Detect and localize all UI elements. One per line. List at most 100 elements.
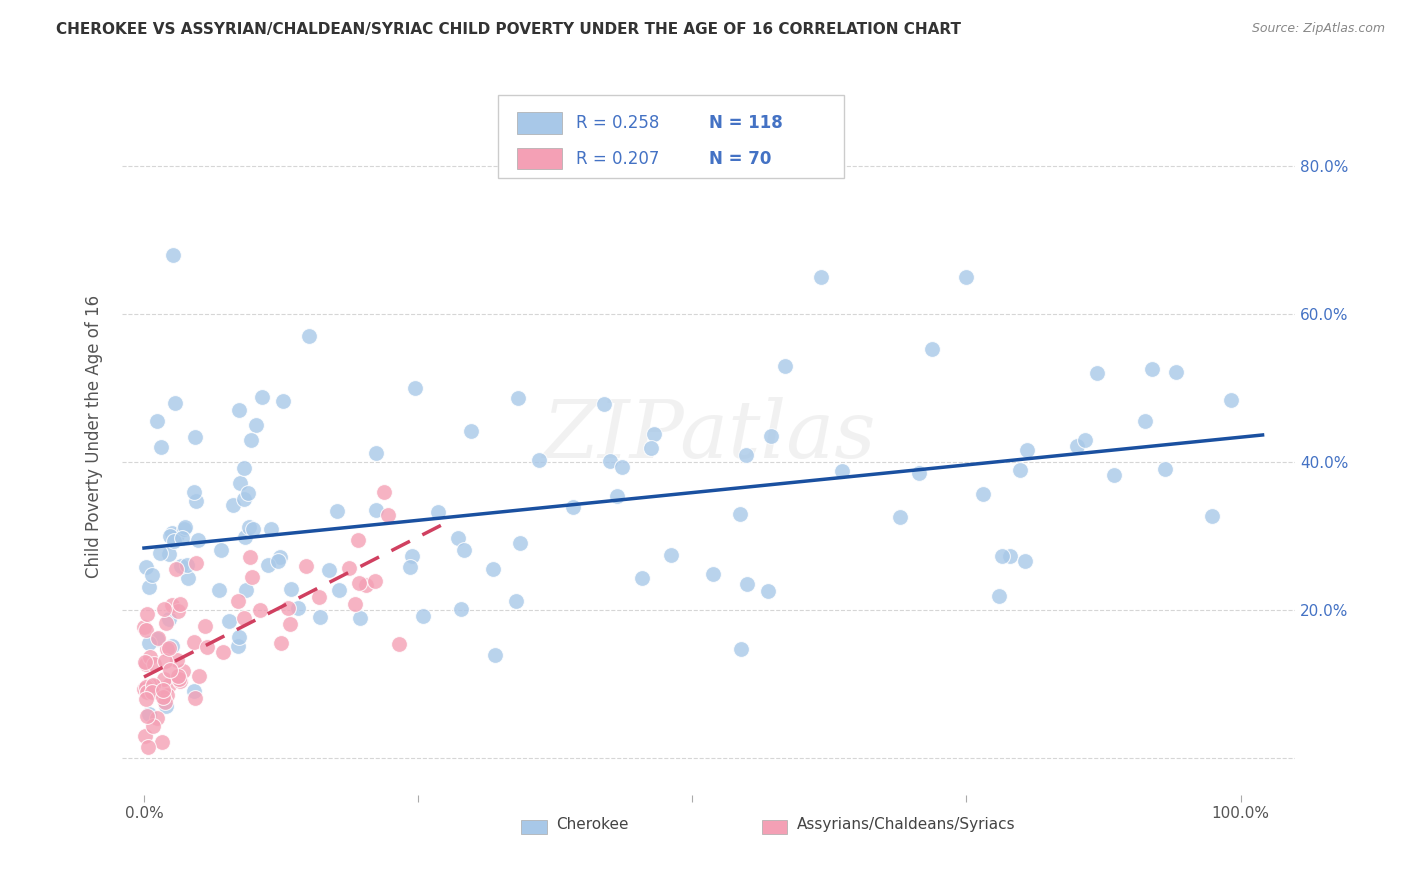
Point <box>271 393 294 408</box>
Point <box>728 507 751 521</box>
Point <box>136 740 159 755</box>
Point <box>165 561 187 575</box>
Point <box>295 558 318 573</box>
Point <box>152 682 174 697</box>
Point <box>209 543 232 558</box>
Point <box>484 648 506 662</box>
Point <box>135 691 157 706</box>
Point <box>167 604 190 618</box>
Point <box>1201 508 1223 523</box>
Point <box>1154 462 1177 476</box>
Point <box>143 657 166 671</box>
Point <box>1014 554 1036 568</box>
Point <box>173 522 195 536</box>
Point <box>157 612 180 626</box>
Point <box>226 639 249 653</box>
Point <box>366 503 388 517</box>
Point <box>134 729 156 743</box>
Point <box>228 476 250 491</box>
Point <box>412 609 434 624</box>
Point <box>142 679 165 693</box>
Point <box>197 640 219 655</box>
Point <box>328 582 350 597</box>
Point <box>401 549 423 563</box>
Point <box>160 525 183 540</box>
Point <box>156 688 179 702</box>
Text: Source: ZipAtlas.com: Source: ZipAtlas.com <box>1251 22 1385 36</box>
Point <box>183 691 205 706</box>
Point <box>592 396 614 410</box>
Point <box>157 547 180 561</box>
Point <box>249 603 271 617</box>
Point <box>136 607 159 621</box>
Point <box>1010 463 1032 477</box>
Point <box>908 466 931 480</box>
Text: N = 70: N = 70 <box>709 150 770 168</box>
Point <box>270 636 292 650</box>
Point <box>156 641 179 656</box>
Point <box>146 631 169 645</box>
Point <box>222 498 245 512</box>
Point <box>267 554 290 568</box>
Point <box>183 634 205 648</box>
Point <box>135 680 157 694</box>
Text: Assyrians/Chaldeans/Syriacs: Assyrians/Chaldeans/Syriacs <box>797 817 1015 832</box>
Point <box>169 597 191 611</box>
Point <box>233 610 256 624</box>
Point <box>599 453 621 467</box>
Point <box>269 550 291 565</box>
Point <box>238 485 260 500</box>
Point <box>174 519 197 533</box>
Point <box>142 678 165 692</box>
Point <box>136 685 159 699</box>
Point <box>155 616 177 631</box>
Point <box>1142 362 1164 376</box>
Point <box>153 695 176 709</box>
Point <box>170 559 193 574</box>
Point <box>239 549 262 564</box>
Point <box>1074 434 1097 448</box>
Point <box>280 582 302 596</box>
Point <box>1220 392 1243 407</box>
Point <box>250 391 273 405</box>
Point <box>228 630 250 644</box>
Point <box>170 532 193 546</box>
Point <box>505 594 527 608</box>
Point <box>238 520 260 534</box>
Point <box>186 557 208 571</box>
Point <box>152 690 174 705</box>
Point <box>157 678 180 692</box>
Point <box>344 597 367 611</box>
Point <box>160 639 183 653</box>
Point <box>347 533 370 548</box>
Point <box>562 500 585 514</box>
Point <box>159 663 181 677</box>
Point <box>148 546 170 560</box>
Point <box>735 448 758 462</box>
Point <box>1164 365 1187 379</box>
Point <box>141 684 163 698</box>
Point <box>166 528 188 542</box>
Point <box>1102 468 1125 483</box>
Point <box>1017 442 1039 457</box>
Point <box>1000 549 1022 563</box>
Point <box>138 636 160 650</box>
Point <box>138 580 160 594</box>
Point <box>643 426 665 441</box>
Point <box>163 395 186 409</box>
Point <box>172 664 194 678</box>
Point <box>831 464 853 478</box>
Point <box>155 654 177 668</box>
Point <box>218 615 240 629</box>
Point <box>150 735 173 749</box>
Point <box>659 548 682 562</box>
Point <box>349 611 371 625</box>
Point <box>135 657 157 672</box>
Point <box>630 571 652 585</box>
Point <box>194 618 217 632</box>
Point <box>155 699 177 714</box>
Point <box>509 536 531 550</box>
Point <box>363 574 385 588</box>
Point <box>134 655 156 669</box>
Y-axis label: Child Poverty Under the Age of 16: Child Poverty Under the Age of 16 <box>86 294 103 578</box>
